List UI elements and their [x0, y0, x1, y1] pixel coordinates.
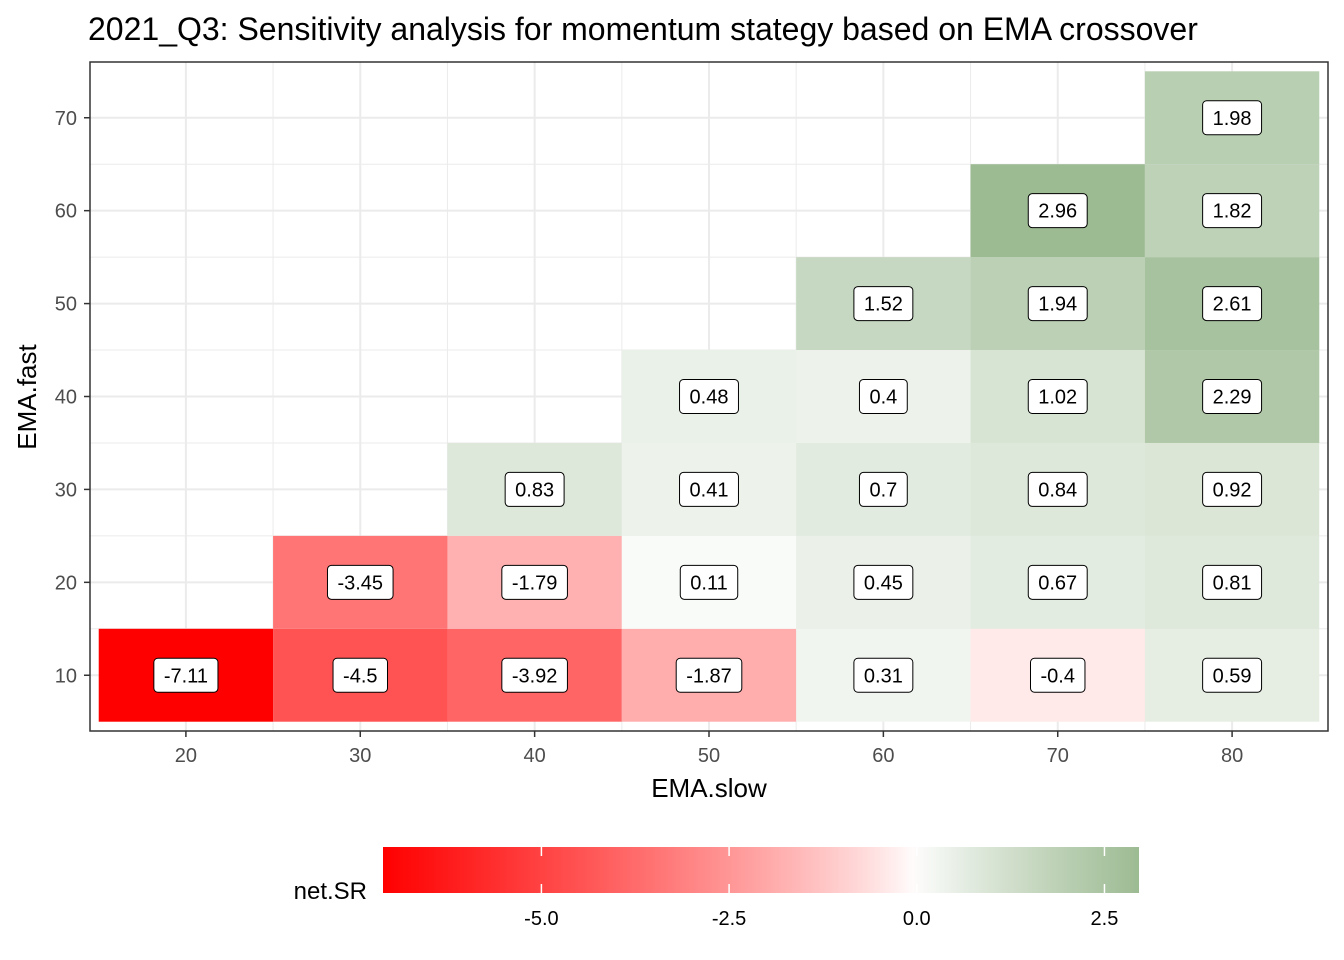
- cell-value-label: 1.02: [1038, 387, 1077, 409]
- y-tick-label: 40: [55, 387, 77, 409]
- cell-label-group: 0.41: [680, 472, 739, 506]
- cell-value-label: 2.96: [1038, 201, 1077, 223]
- cell-value-label: 0.59: [1213, 665, 1252, 687]
- y-tick-label: 20: [55, 572, 77, 594]
- x-tick-label: 40: [524, 745, 546, 767]
- cell-value-label: 0.7: [869, 479, 897, 501]
- cell-label-group: 0.67: [1028, 565, 1087, 599]
- cell-value-label: 2.61: [1213, 294, 1252, 316]
- legend-tick-label: 0.0: [903, 908, 931, 930]
- y-tick-label: 60: [55, 201, 77, 223]
- cell-value-label: 0.41: [690, 479, 729, 501]
- cell-value-label: 0.45: [864, 572, 903, 594]
- cell-label-group: 0.45: [854, 565, 913, 599]
- cell-label-group: 1.82: [1203, 194, 1262, 228]
- cell-label-group: 2.61: [1203, 287, 1262, 321]
- cell-value-label: 1.98: [1213, 108, 1252, 130]
- y-tick-label: 30: [55, 479, 77, 501]
- y-axis-title: EMA.fast: [12, 343, 42, 449]
- y-tick-label: 70: [55, 108, 77, 130]
- cell-label-group: -1.87: [676, 658, 742, 692]
- x-tick-label: 70: [1047, 745, 1069, 767]
- legend-color-bar: [383, 847, 1139, 893]
- cell-value-label: 1.52: [864, 294, 903, 316]
- cell-value-label: 0.67: [1038, 572, 1077, 594]
- legend-title: net.SR: [294, 878, 367, 905]
- cell-label-group: 1.94: [1028, 287, 1087, 321]
- cell-value-label: 2.29: [1213, 387, 1252, 409]
- legend-tick-label: 2.5: [1091, 908, 1119, 930]
- cell-label-group: 0.81: [1203, 565, 1262, 599]
- cell-value-label: -7.11: [164, 665, 208, 687]
- y-tick-label: 50: [55, 294, 77, 316]
- cell-label-group: 0.4: [859, 380, 907, 414]
- cell-label-group: 2.29: [1203, 380, 1262, 414]
- cell-label-group: 0.7: [859, 472, 907, 506]
- cell-value-label: 0.31: [864, 665, 903, 687]
- x-tick-label: 20: [175, 745, 197, 767]
- x-tick-label: 30: [349, 745, 371, 767]
- cell-label-group: 0.11: [680, 565, 737, 599]
- cell-label-group: 0.92: [1203, 472, 1262, 506]
- cell-value-label: 0.81: [1213, 572, 1252, 594]
- cell-label-group: 1.52: [854, 287, 913, 321]
- cell-label-group: -0.4: [1030, 658, 1084, 692]
- cell-value-label: 0.83: [515, 479, 554, 501]
- cell-label-group: 1.98: [1203, 101, 1262, 135]
- color-legend: net.SR -5.0 -2.5 0.0 2.5: [294, 847, 1139, 930]
- cell-label-group: -3.92: [502, 658, 568, 692]
- x-tick-label: 60: [872, 745, 894, 767]
- cell-value-label: -1.79: [512, 572, 558, 594]
- cell-value-label: 0.4: [869, 387, 897, 409]
- cell-value-label: -3.92: [512, 665, 558, 687]
- cell-label-group: 2.96: [1028, 194, 1087, 228]
- legend-tick-label: -5.0: [524, 908, 558, 930]
- cell-value-label: 0.11: [690, 572, 727, 594]
- y-tick-label: 10: [55, 665, 77, 687]
- cell-value-label: 0.84: [1038, 479, 1077, 501]
- cell-label-group: 0.48: [680, 380, 739, 414]
- legend-tick-label: -2.5: [712, 908, 746, 930]
- x-axis-ticks: 20 30 40 50 60 70 80: [175, 731, 1243, 767]
- cell-label-group: -1.79: [502, 565, 568, 599]
- cell-label-group: 0.31: [854, 658, 913, 692]
- cell-label-group: -7.11: [154, 658, 218, 692]
- cell-value-label: -1.87: [686, 665, 732, 687]
- cell-label-group: -4.5: [333, 658, 387, 692]
- cell-value-label: 1.82: [1213, 201, 1252, 223]
- cell-label-group: 0.59: [1203, 658, 1262, 692]
- cell-label-group: -3.45: [327, 565, 393, 599]
- cell-label-group: 0.83: [505, 472, 564, 506]
- cell-label-group: 0.84: [1028, 472, 1087, 506]
- cell-value-label: 0.92: [1213, 479, 1252, 501]
- x-axis-title: EMA.slow: [651, 773, 767, 803]
- x-tick-label: 80: [1221, 745, 1243, 767]
- cell-label-group: 1.02: [1028, 380, 1087, 414]
- cell-value-label: -3.45: [337, 572, 383, 594]
- x-tick-label: 50: [698, 745, 720, 767]
- cell-value-label: -0.4: [1040, 665, 1074, 687]
- cell-value-label: -4.5: [343, 665, 377, 687]
- cell-value-label: 0.48: [690, 387, 729, 409]
- cell-value-label: 1.94: [1038, 294, 1077, 316]
- y-axis-ticks: 10 20 30 40 50 60 70: [55, 108, 90, 688]
- chart-title: 2021_Q3: Sensitivity analysis for moment…: [88, 11, 1198, 47]
